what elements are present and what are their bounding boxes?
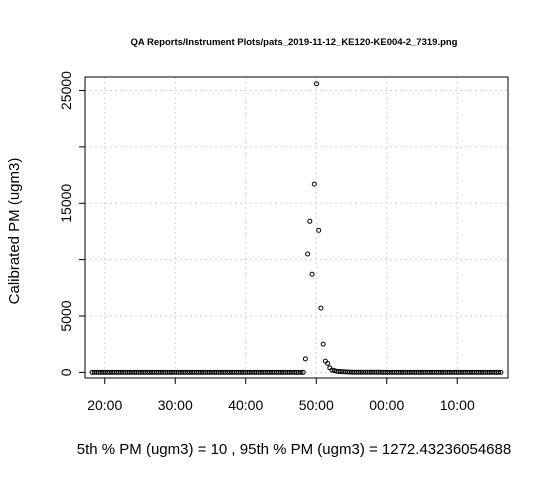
x-axis: 20:00 30:00 40:00 50:00 00:00 10:00 [87, 378, 475, 413]
data-points [89, 81, 504, 375]
data-point [298, 369, 304, 375]
data-point [318, 305, 324, 311]
data-point [311, 181, 317, 187]
y-tick-label: 25000 [58, 71, 74, 110]
y-tick-label: 0 [58, 368, 74, 376]
data-point [331, 368, 337, 374]
x-tick-label: 00:00 [369, 397, 404, 413]
x-tick-label: 30:00 [158, 397, 193, 413]
data-point [314, 81, 320, 87]
plot-frame [84, 76, 509, 379]
data-point [300, 369, 306, 375]
data-point [496, 369, 502, 375]
x-tick-label: 40:00 [228, 397, 263, 413]
statistics-caption: 5th % PM (ugm3) = 10 , 95th % PM (ugm3) … [77, 441, 511, 458]
data-point [316, 227, 322, 233]
data-point [309, 271, 315, 277]
data-point [307, 218, 313, 224]
y-axis: 0 5000 15000 25000 [58, 71, 85, 376]
y-axis-label: Calibrated PM (ugm3) [6, 158, 23, 305]
data-point [498, 369, 504, 375]
data-point [325, 360, 331, 366]
y-tick-label: 5000 [58, 300, 74, 331]
data-point [305, 251, 311, 257]
chart-title: QA Reports/Instrument Plots/pats_2019-11… [130, 37, 457, 48]
grid [85, 77, 508, 378]
x-tick-label: 10:00 [440, 397, 475, 413]
data-point [329, 367, 335, 373]
data-point [320, 341, 326, 347]
y-tick-label: 15000 [58, 184, 74, 223]
x-tick-label: 20:00 [87, 397, 122, 413]
data-point [302, 356, 308, 362]
x-tick-label: 50:00 [299, 397, 334, 413]
